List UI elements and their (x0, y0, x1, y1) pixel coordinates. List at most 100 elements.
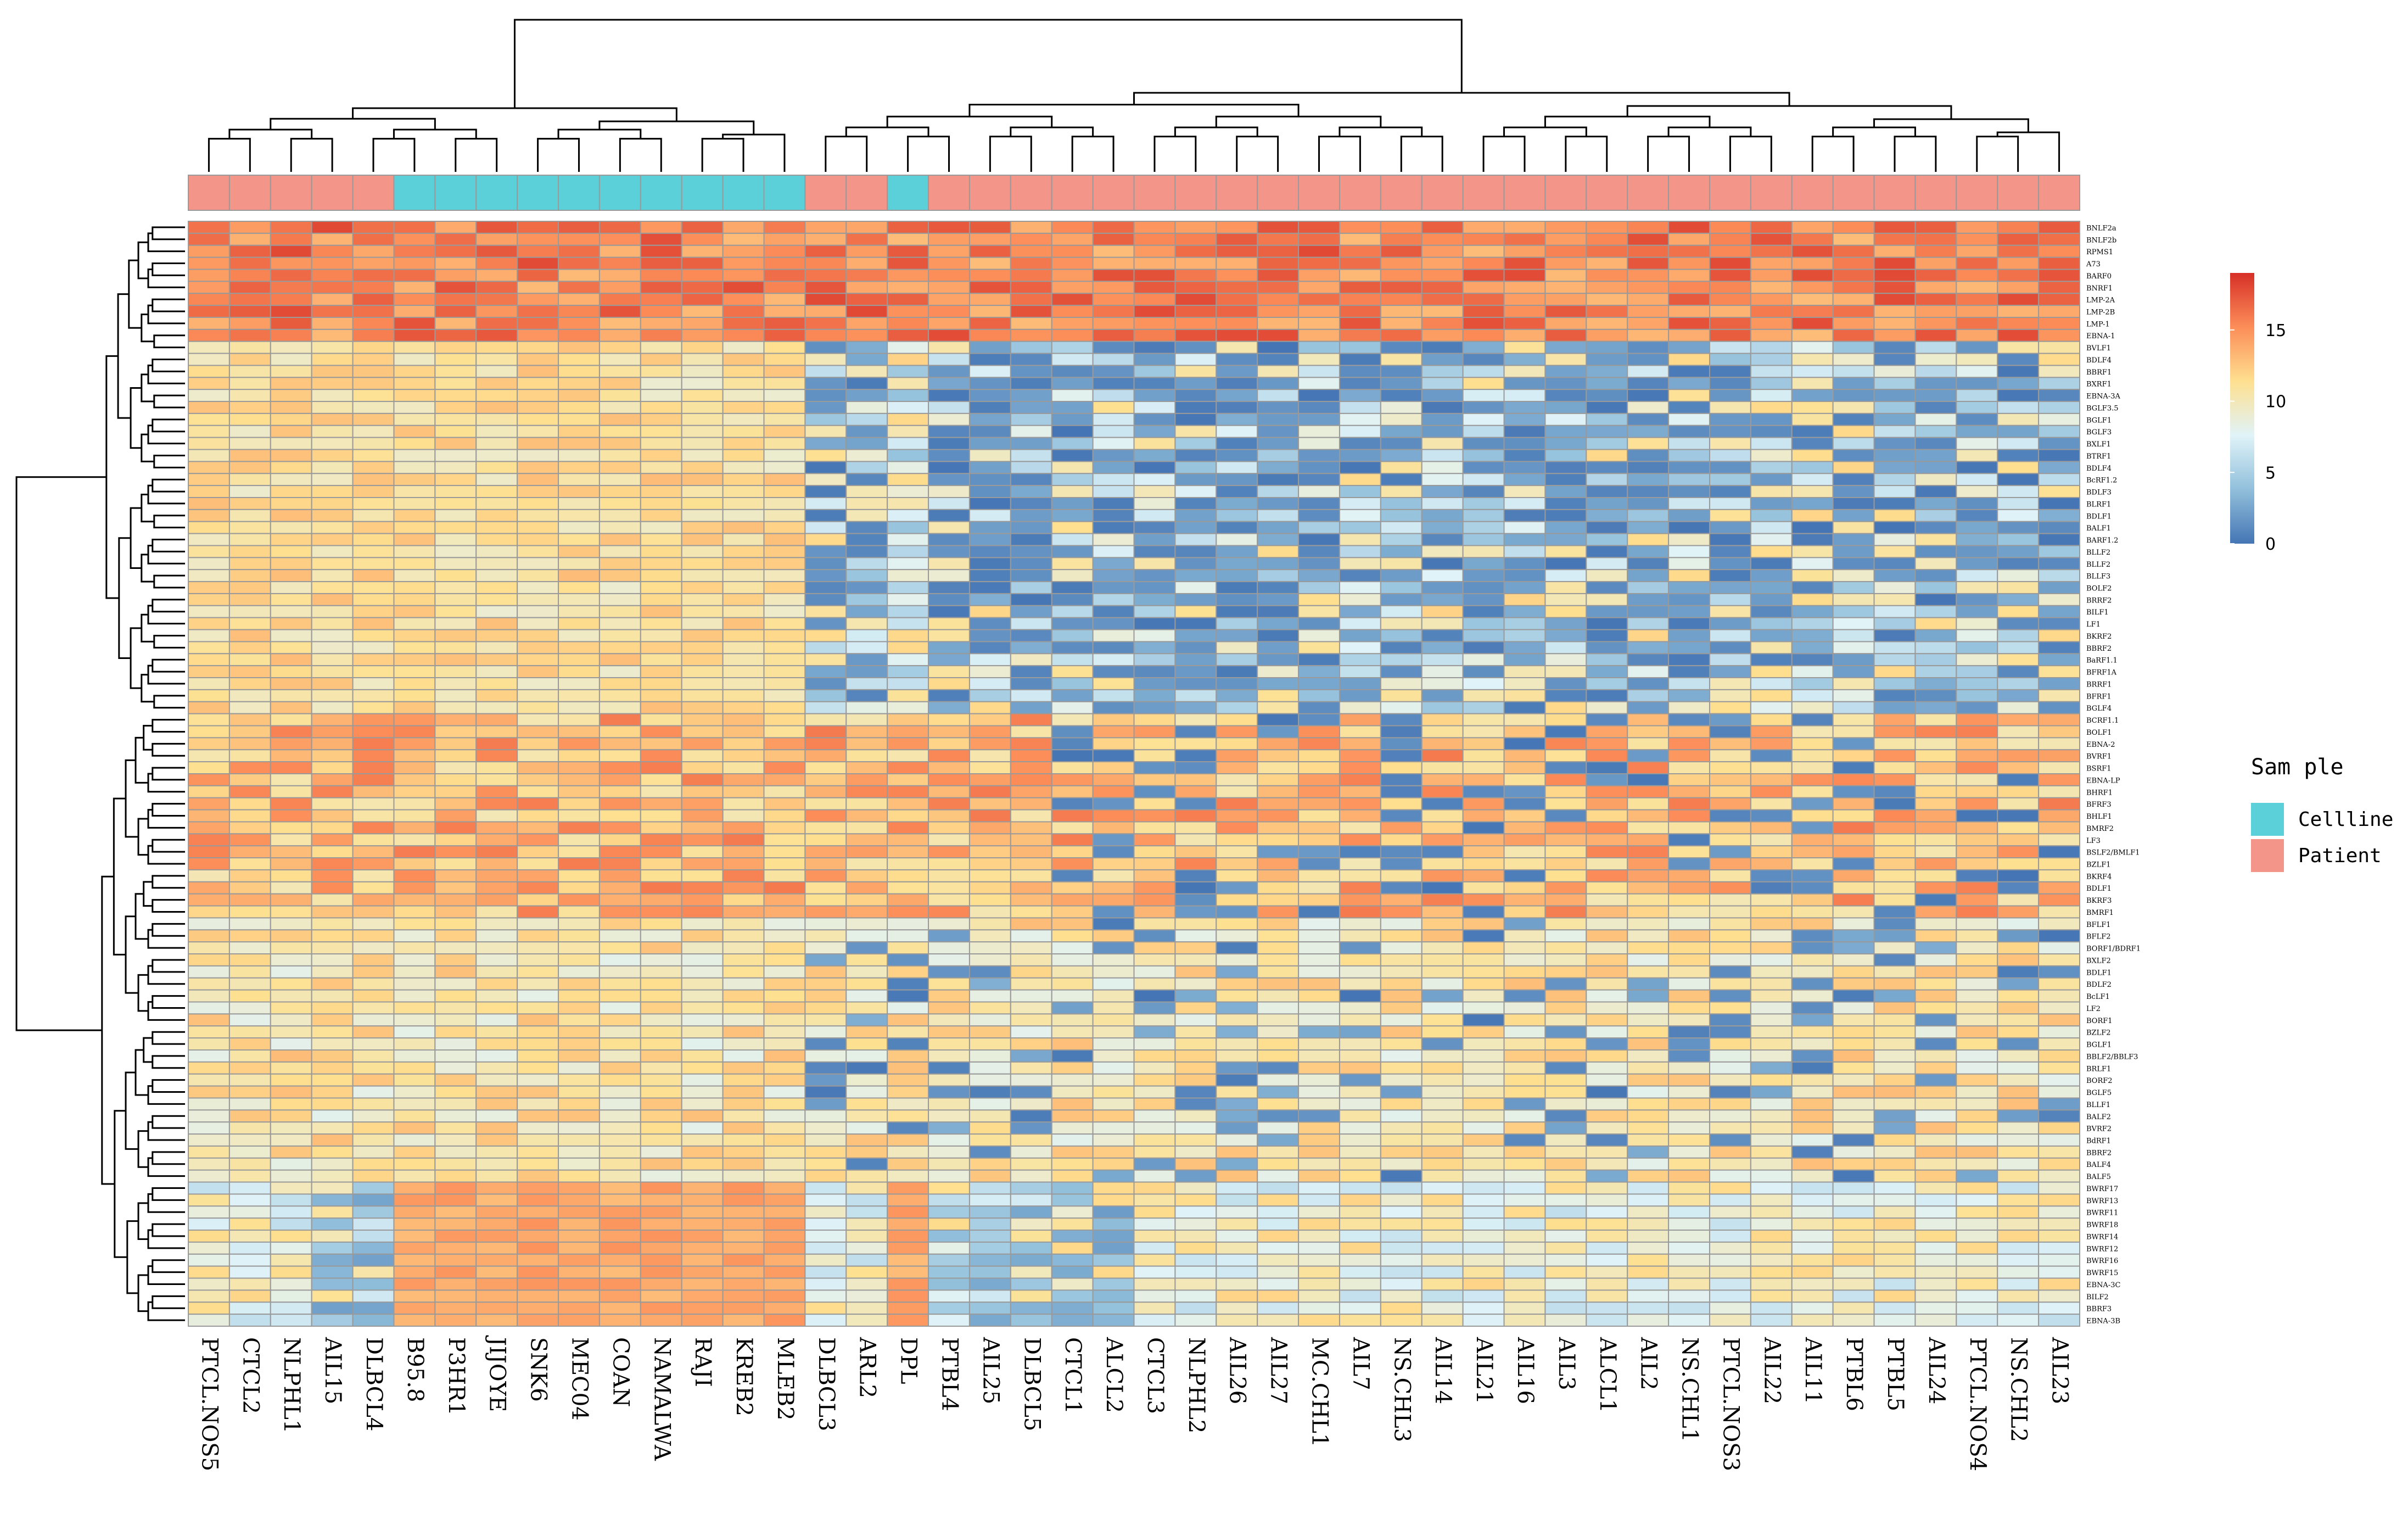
heatmap-cell (1174, 1277, 1217, 1291)
heatmap-cell (1133, 1001, 1176, 1015)
heatmap-cell (1257, 1314, 1300, 1327)
heatmap-cell (1174, 401, 1217, 414)
heatmap-cell (1914, 929, 1957, 943)
heatmap-cell (558, 749, 600, 763)
heatmap-cell (598, 833, 641, 847)
heatmap-cell (1174, 221, 1217, 234)
heatmap-cell (1956, 941, 1998, 955)
heatmap-cell (763, 977, 806, 991)
heatmap-cell (1010, 424, 1052, 438)
heatmap-cell (1586, 1145, 1628, 1159)
heatmap-cell (1092, 989, 1135, 1003)
heatmap-cell (1051, 305, 1094, 318)
heatmap-cell (640, 221, 682, 234)
heatmap-cell (517, 1109, 559, 1123)
heatmap-cell (1339, 269, 1381, 282)
heatmap-cell (558, 424, 600, 438)
heatmap-cell (434, 1241, 477, 1255)
heatmap-cell (270, 605, 312, 618)
heatmap-cell (845, 1061, 888, 1075)
heatmap-cell (1668, 749, 1710, 763)
heatmap-cell (1174, 701, 1217, 714)
heatmap-cell (270, 617, 312, 630)
heatmap-cell (517, 1217, 559, 1231)
heatmap-cell (475, 965, 518, 979)
heatmap-cell (598, 293, 641, 306)
heatmap-cell (804, 1049, 847, 1063)
heatmap-cell (1956, 305, 1998, 318)
heatmap-cell (928, 1037, 970, 1051)
heatmap-cell (1133, 269, 1176, 282)
heatmap-cell (1997, 424, 2040, 438)
heatmap-cell (1298, 316, 1340, 330)
heatmap-cell (352, 689, 395, 702)
heatmap-cell (1668, 424, 1710, 438)
heatmap-cell (1873, 617, 1916, 630)
heatmap-cell (1956, 377, 1998, 390)
heatmap-cell (1216, 412, 1258, 426)
heatmap-cell (1750, 737, 1793, 751)
heatmap-cell (845, 977, 888, 991)
heatmap-cell (558, 232, 600, 246)
heatmap-cell (1791, 1301, 1834, 1315)
heatmap-cell (928, 737, 970, 751)
heatmap-cell (558, 605, 600, 618)
heatmap-cell (1956, 893, 1998, 907)
heatmap-cell (1380, 941, 1423, 955)
column-label: NS.CHL3 (1389, 1337, 1414, 1442)
heatmap-cell (1174, 989, 1217, 1003)
heatmap-cell (1873, 1217, 1916, 1231)
heatmap-cell (1174, 1265, 1217, 1279)
heatmap-cell (228, 761, 271, 775)
heatmap-cell (1956, 437, 1998, 450)
heatmap-cell (763, 256, 806, 270)
heatmap-cell (968, 1265, 1011, 1279)
heatmap-cell (1503, 269, 1546, 282)
dendrogram-branch (147, 1301, 185, 1321)
heatmap-cell (1174, 244, 1217, 258)
heatmap-cell (968, 377, 1011, 390)
heatmap-cell (434, 437, 477, 450)
heatmap-cell (352, 881, 395, 895)
heatmap-cell (1339, 845, 1381, 859)
heatmap-cell (1668, 221, 1710, 234)
heatmap-cell (640, 293, 682, 306)
heatmap-cell (1503, 437, 1546, 450)
heatmap-cell (928, 340, 970, 354)
heatmap-cell (1462, 293, 1505, 306)
heatmap-cell (722, 617, 765, 630)
heatmap-cell (598, 401, 641, 414)
heatmap-cell (845, 1109, 888, 1123)
heatmap-cell (1339, 641, 1381, 655)
heatmap-cell (845, 893, 888, 907)
heatmap-cell (1133, 1301, 1176, 1315)
heatmap-cell (1174, 905, 1217, 919)
heatmap-cell (1462, 305, 1505, 318)
heatmap-cell (1832, 641, 1875, 655)
heatmap-cell (1544, 365, 1587, 378)
heatmap-cell (1010, 845, 1052, 859)
heatmap-cell (804, 761, 847, 775)
heatmap-cell (1092, 305, 1135, 318)
heatmap-cell (1257, 929, 1300, 943)
heatmap-cell (1298, 377, 1340, 390)
heatmap-cell (804, 473, 847, 487)
heatmap-cell (2038, 773, 2081, 786)
heatmap-cell (763, 1121, 806, 1135)
heatmap-cell (1092, 449, 1135, 462)
heatmap-cell (558, 593, 600, 606)
heatmap-cell (1010, 1265, 1052, 1279)
heatmap-cell (640, 965, 682, 979)
heatmap-cell (228, 424, 271, 438)
heatmap-cell (1380, 533, 1423, 546)
heatmap-cell (1092, 1121, 1135, 1135)
heatmap-cell (188, 281, 230, 294)
heatmap-cell (352, 353, 395, 366)
heatmap-cell (1668, 521, 1710, 534)
heatmap-cell (311, 256, 354, 270)
heatmap-cell (1380, 773, 1423, 786)
heatmap-cell (1832, 845, 1875, 859)
heatmap-cell (1997, 677, 2040, 690)
heatmap-cell (2038, 221, 2081, 234)
heatmap-cell (928, 569, 970, 583)
